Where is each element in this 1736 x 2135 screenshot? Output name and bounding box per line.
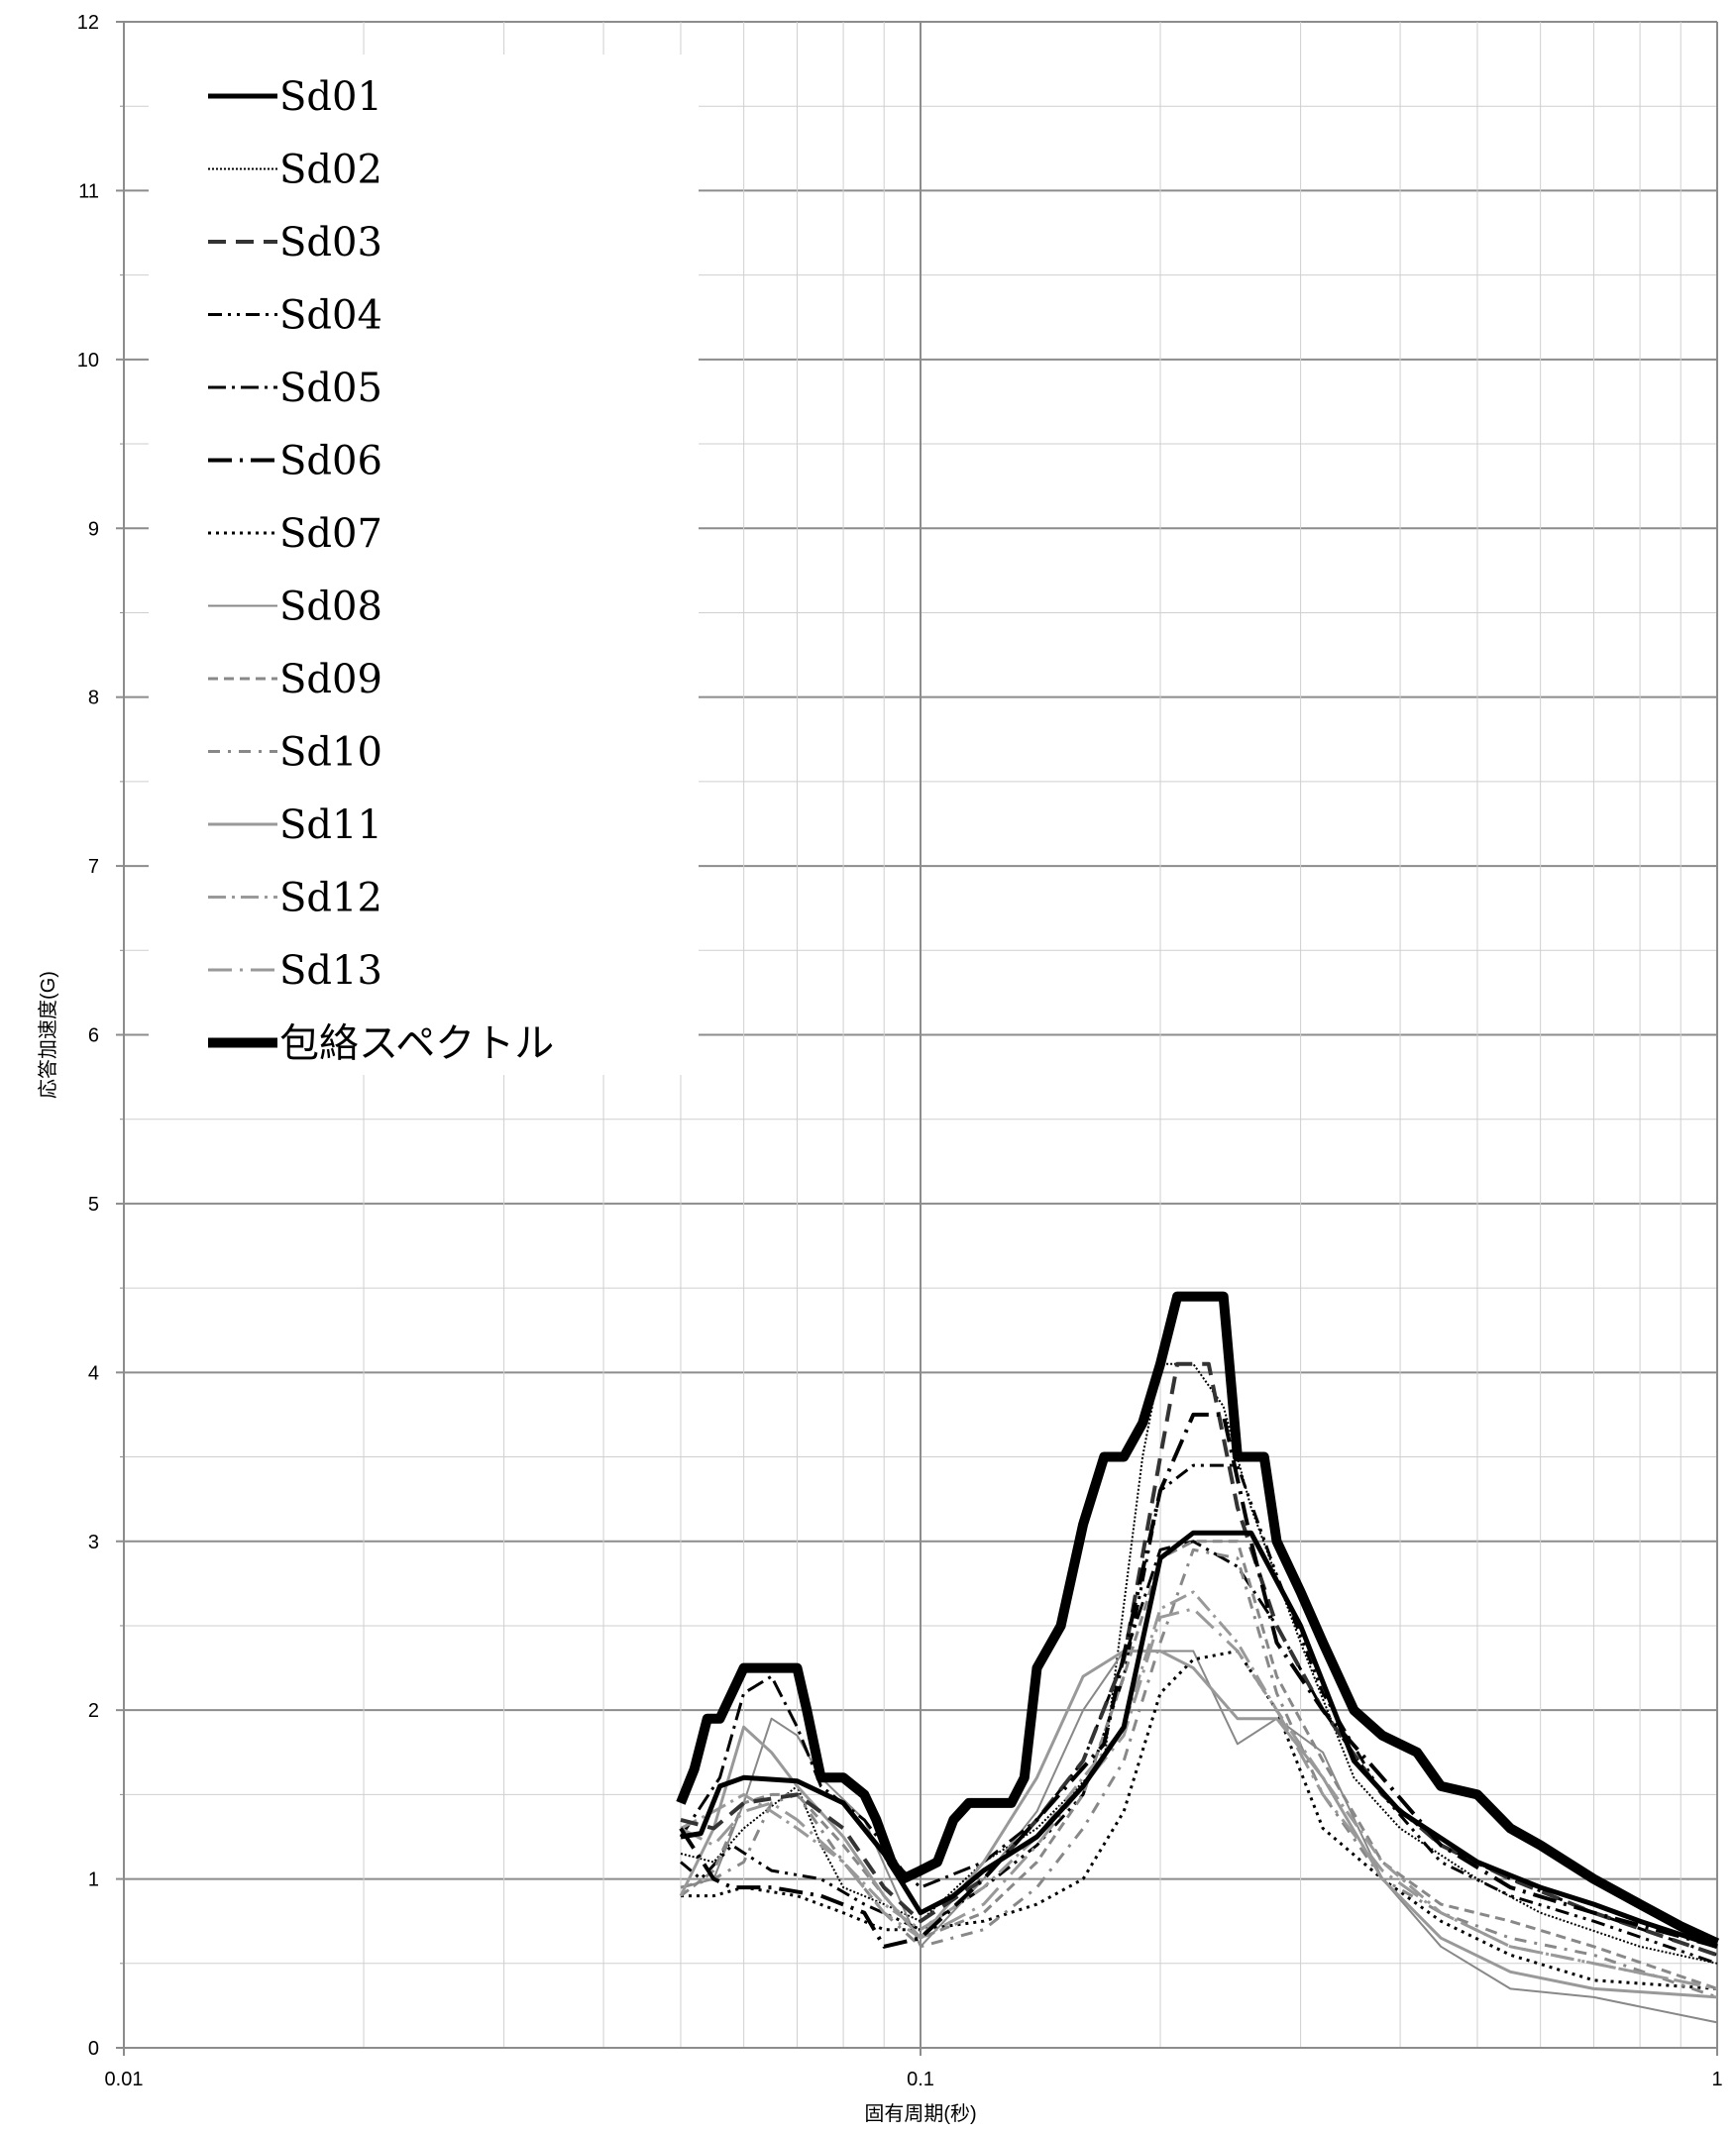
y-axis-label: 応答加速度(G) bbox=[37, 971, 59, 1099]
series-line bbox=[676, 1291, 1720, 1948]
legend-label: Sd10 bbox=[279, 730, 382, 776]
y-tick-label: 0 bbox=[88, 2038, 99, 2060]
legend-label: Sd05 bbox=[279, 366, 382, 411]
series-line bbox=[680, 1650, 1718, 2024]
y-tick-label: 9 bbox=[88, 518, 99, 540]
series-line bbox=[679, 1412, 1718, 1949]
y-tick-label: 5 bbox=[88, 1194, 99, 1216]
y-tick-label: 3 bbox=[88, 1532, 99, 1553]
legend-label: Sd06 bbox=[279, 439, 382, 484]
legend-label: Sd03 bbox=[279, 220, 382, 266]
legend-label: Sd01 bbox=[279, 74, 382, 120]
data-series bbox=[676, 1291, 1720, 2024]
legend-label: Sd04 bbox=[279, 293, 382, 339]
legend-background bbox=[149, 54, 699, 1075]
y-tick-label: 6 bbox=[88, 1025, 99, 1047]
series-line bbox=[680, 1530, 1718, 1950]
legend-label: Sd07 bbox=[279, 511, 382, 557]
y-tick-label: 2 bbox=[88, 1700, 99, 1722]
series-line bbox=[680, 1548, 1718, 1999]
x-tick-label: 1 bbox=[1711, 2069, 1722, 2090]
x-tick-label: 0.1 bbox=[907, 2069, 934, 2090]
legend-label: Sd13 bbox=[279, 948, 382, 994]
y-tick-label: 1 bbox=[88, 1869, 99, 1891]
series-line bbox=[680, 1540, 1718, 1990]
legend: Sd01 Sd02 Sd03 Sd04 Sd05 Sd06 Sd07 Sd08 Sd09 Sd10… bbox=[149, 54, 699, 1075]
axis-labels: 固有周期(秒) 応答加速度(G) bbox=[37, 971, 977, 2125]
legend-label: Sd12 bbox=[279, 876, 382, 921]
y-tick-label: 12 bbox=[77, 12, 99, 34]
series-line bbox=[679, 1650, 1718, 1999]
y-tick-label: 8 bbox=[88, 688, 99, 709]
legend-label: Sd11 bbox=[279, 802, 382, 848]
legend-label: 包絡スペクトル bbox=[279, 1021, 554, 1067]
y-tick-label: 11 bbox=[78, 180, 99, 202]
legend-label: Sd08 bbox=[279, 585, 382, 630]
x-axis-label: 固有周期(秒) bbox=[864, 2102, 976, 2125]
y-tick-label: 7 bbox=[88, 856, 99, 878]
legend-label: Sd09 bbox=[279, 657, 382, 702]
x-tick-label: 0.01 bbox=[105, 2069, 144, 2090]
series-line bbox=[680, 1590, 1718, 1990]
y-tick-label: 10 bbox=[77, 350, 99, 372]
series-line bbox=[681, 1650, 1718, 1990]
legend-label: Sd02 bbox=[279, 148, 382, 193]
y-tick-label: 4 bbox=[88, 1362, 99, 1384]
